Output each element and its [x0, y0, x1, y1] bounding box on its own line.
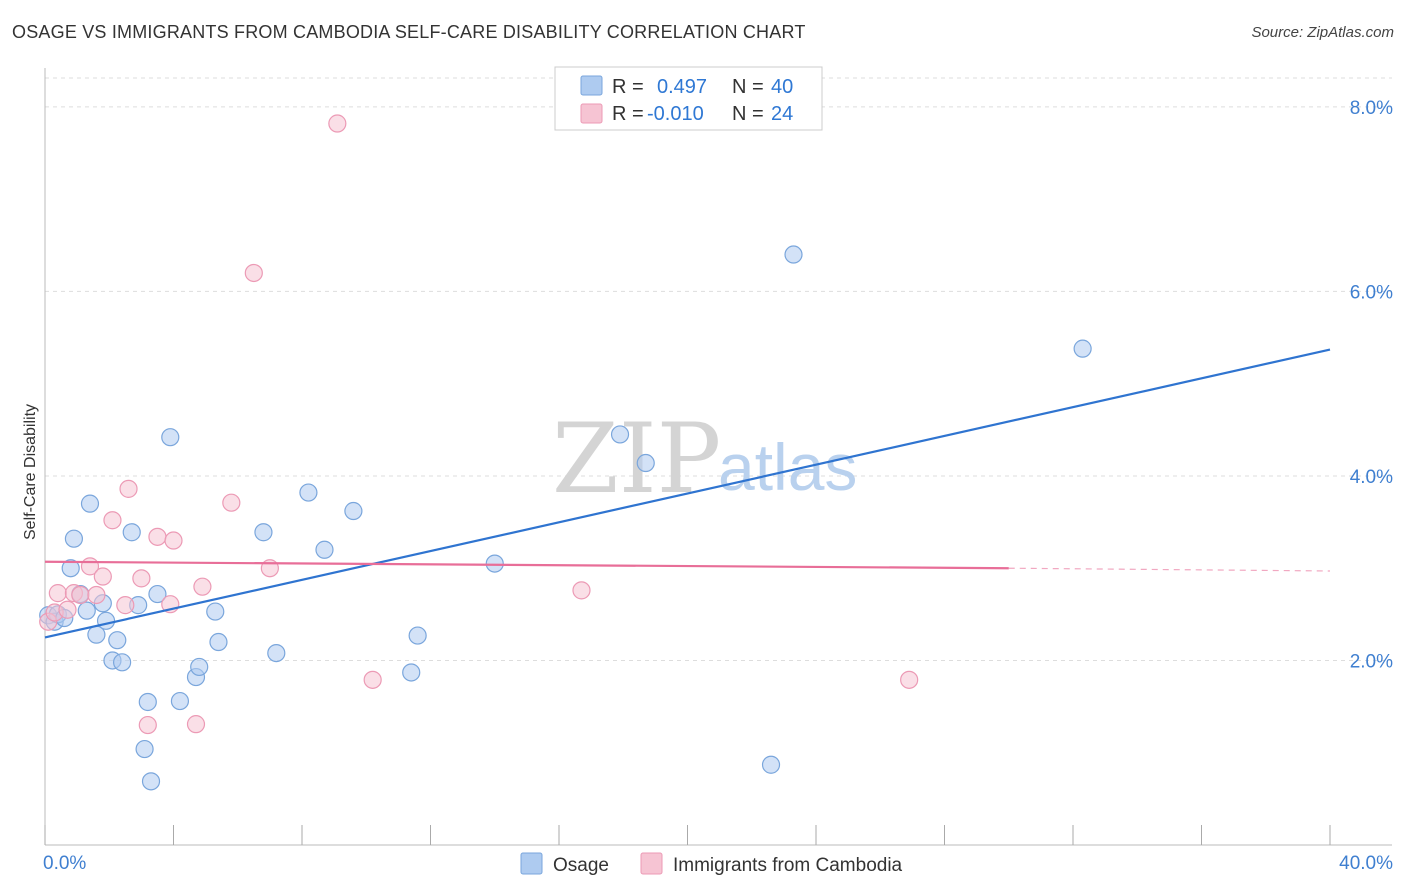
osage-trend-line — [44, 348, 1331, 639]
cambodia-point — [900, 670, 919, 689]
cambodia-point — [244, 263, 263, 283]
chart-title: OSAGE VS IMMIGRANTS FROM CAMBODIA SELF-C… — [12, 22, 806, 42]
y-tick-label: 6.0% — [1350, 282, 1393, 303]
cambodia-point — [58, 600, 77, 619]
osage-point — [161, 428, 180, 447]
x-tick-label: 0.0% — [43, 853, 86, 874]
legend-osage-r-label: R = — [612, 76, 644, 98]
cambodia-point — [132, 569, 151, 588]
osage-point — [108, 631, 127, 650]
legend-cambodia-n-value: 24 — [771, 103, 793, 125]
osage-point — [344, 501, 363, 521]
legend-bottom: Osage Immigrants from Cambodia — [520, 852, 903, 876]
legend-osage-n-value: 40 — [771, 76, 793, 98]
osage-point — [206, 602, 225, 621]
y-tick-label: 8.0% — [1350, 98, 1393, 119]
cambodia-trend-line — [44, 560, 1009, 570]
osage-point — [112, 653, 132, 672]
cambodia-point — [48, 584, 67, 603]
osage-point — [315, 540, 334, 559]
watermark-zip: ZIP — [552, 403, 721, 515]
cambodia-point — [148, 527, 167, 546]
osage-point — [96, 611, 116, 630]
osage-point — [141, 772, 161, 791]
cambodia-point — [116, 596, 135, 615]
legend-cambodia-r-value: -0.010 — [647, 103, 704, 125]
osage-point — [80, 494, 100, 513]
data-points — [39, 114, 1092, 791]
osage-point — [784, 245, 803, 264]
legend-top: R = 0.497 N = 40 R = -0.010 N = 24 — [554, 66, 823, 131]
cambodia-point — [71, 585, 90, 605]
osage-point — [636, 453, 655, 473]
watermark: ZIP atlas — [552, 403, 857, 515]
cambodia-point — [328, 114, 347, 133]
grid-lines — [45, 77, 1392, 661]
cambodia-point — [193, 577, 212, 596]
osage-point — [267, 643, 286, 663]
y-tick-label: 4.0% — [1350, 467, 1393, 488]
legend-cambodia-n-label: N = — [732, 103, 764, 125]
cambodia-point — [119, 479, 138, 498]
legend-osage-r-value: 0.497 — [657, 76, 707, 98]
osage-point — [299, 483, 318, 502]
osage-point — [135, 739, 154, 759]
osage-point — [485, 554, 504, 573]
cambodia-point — [363, 670, 382, 689]
x-tick-label: 40.0% — [1339, 853, 1393, 874]
osage-point — [209, 632, 228, 652]
legend-bottom-cambodia-swatch — [640, 852, 663, 875]
osage-point — [408, 626, 427, 645]
legend-osage-n-label: N = — [732, 76, 764, 98]
osage-point — [61, 559, 80, 578]
osage-point — [254, 523, 273, 542]
osage-point — [190, 657, 209, 677]
osage-point — [64, 529, 84, 548]
osage-point — [761, 755, 781, 774]
cambodia-point — [222, 493, 241, 512]
source-label: Source: ZipAtlas.com — [1251, 24, 1394, 41]
y-axis-label: Self-Care Disability — [22, 404, 39, 540]
watermark-atlas: atlas — [718, 430, 857, 504]
cambodia-point — [572, 581, 591, 600]
legend-cambodia-swatch — [580, 103, 603, 124]
legend-bottom-cambodia-label: Immigrants from Cambodia — [673, 855, 903, 876]
osage-point — [138, 692, 157, 712]
legend-bottom-osage-label: Osage — [553, 855, 609, 876]
legend-cambodia-r-label: R = — [612, 103, 644, 125]
tick-labels: 2.0% 4.0% 6.0% 8.0% 0.0% 40.0% — [43, 98, 1393, 874]
axes — [44, 68, 1392, 846]
osage-point — [402, 663, 421, 682]
osage-point — [170, 691, 190, 711]
cambodia-point — [186, 715, 206, 734]
osage-point — [1073, 339, 1092, 358]
cambodia-point — [93, 567, 112, 586]
osage-point — [122, 523, 141, 542]
y-tick-label: 2.0% — [1350, 651, 1393, 672]
osage-point — [148, 584, 167, 604]
osage-point — [77, 601, 96, 620]
legend-osage-swatch — [580, 75, 603, 96]
trend-lines — [44, 348, 1331, 639]
osage-point — [610, 425, 630, 444]
cambodia-point — [164, 531, 183, 550]
legend-bottom-osage-swatch — [520, 852, 543, 875]
cambodia-point — [87, 585, 106, 605]
cambodia-trend-extension — [1008, 567, 1331, 572]
cambodia-point — [138, 715, 157, 735]
cambodia-point — [103, 511, 122, 530]
